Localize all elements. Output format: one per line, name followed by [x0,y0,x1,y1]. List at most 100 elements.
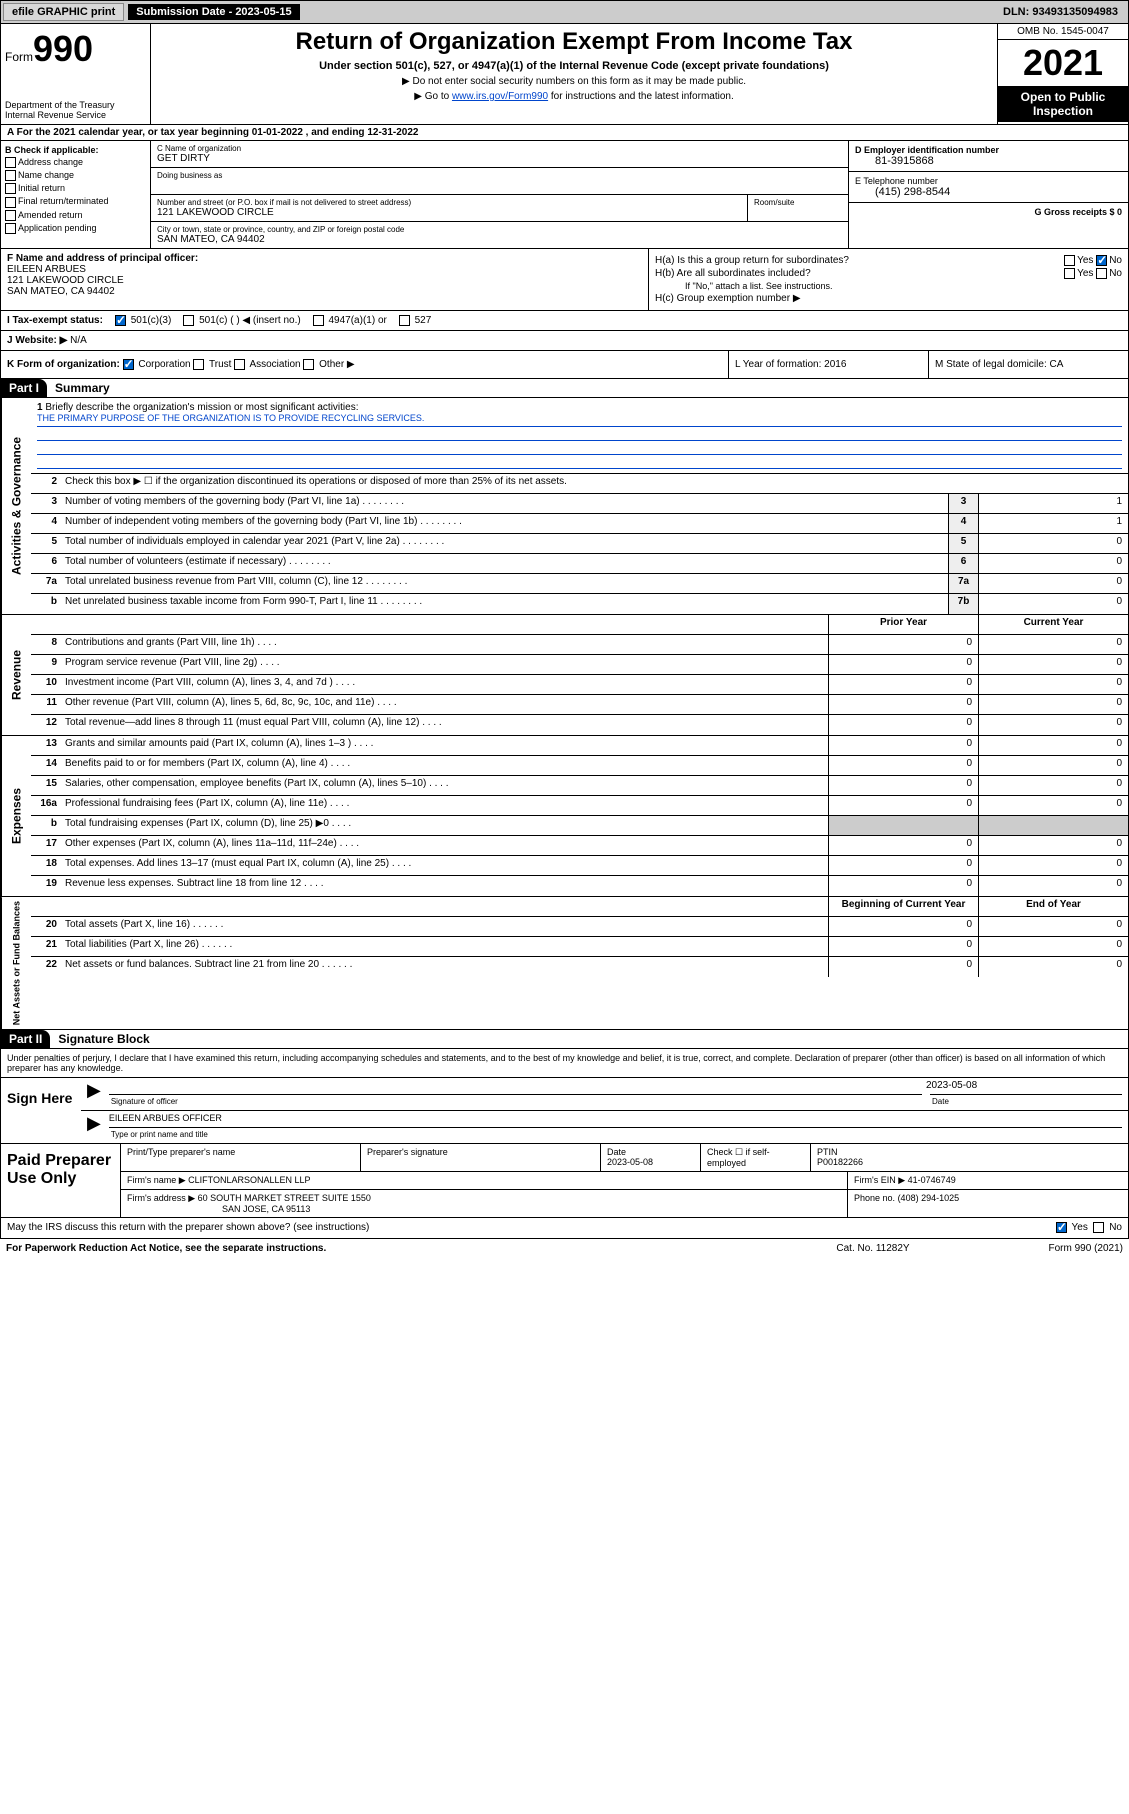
website-label: J Website: ▶ [7,335,67,346]
part2-badge: Part II [1,1030,50,1048]
section-l: L Year of formation: 2016 [728,351,928,378]
prep-name-header: Print/Type preparer's name [121,1144,361,1171]
table-row: 4Number of independent voting members of… [31,514,1128,534]
irs-discuss-yes[interactable]: Yes [1056,1222,1088,1233]
preparer-block: Paid Preparer Use Only Print/Type prepar… [0,1144,1129,1218]
officer-label: F Name and address of principal officer: [7,253,642,264]
arrow-icon: ▶ [83,1113,105,1141]
opt-other[interactable]: Other ▶ [303,359,354,370]
h-b-note: If "No," attach a list. See instructions… [655,281,1122,291]
side-revenue: Revenue [1,615,31,735]
table-row: 10Investment income (Part VIII, column (… [31,675,1128,695]
section-b-heading: B Check if applicable: [5,145,146,155]
section-j: J Website: ▶ N/A [0,331,1129,351]
col-prior: Prior Year [828,615,978,634]
officer-addr1: 121 LAKEWOOD CIRCLE [7,275,642,286]
suite-label: Room/suite [754,198,842,207]
table-row: 13Grants and similar amounts paid (Part … [31,736,1128,756]
form-note1: ▶ Do not enter social security numbers o… [155,76,993,87]
opt-trust[interactable]: Trust [193,359,231,370]
table-row: 20Total assets (Part X, line 16) . . . .… [31,917,1128,937]
table-row: 16aProfessional fundraising fees (Part I… [31,796,1128,816]
sig-officer-label: Signature of officer [109,1094,922,1108]
firm-addr-cell: Firm's address ▶ 60 SOUTH MARKET STREET … [121,1190,848,1217]
opt-corp[interactable]: Corporation [123,359,191,370]
opt-501c3[interactable]: 501(c)(3) [115,315,171,326]
signature-block: Sign Here ▶ Signature of officer 2023-05… [0,1078,1129,1144]
table-row: bTotal fundraising expenses (Part IX, co… [31,816,1128,836]
section-k-l-m: K Form of organization: Corporation Trus… [0,351,1129,379]
efile-button[interactable]: efile GRAPHIC print [3,3,124,21]
h-b-row: H(b) Are all subordinates included? Yes … [655,268,1122,279]
irs-discuss-q: May the IRS discuss this return with the… [7,1222,1056,1233]
irs-discuss-no[interactable]: No [1093,1222,1122,1233]
header-title-block: Return of Organization Exempt From Incom… [151,24,998,124]
table-row: 7aTotal unrelated business revenue from … [31,574,1128,594]
table-row: 18Total expenses. Add lines 13–17 (must … [31,856,1128,876]
h-c-row: H(c) Group exemption number ▶ [655,293,1122,304]
form-title: Return of Organization Exempt From Incom… [155,28,993,56]
section-m: M State of legal domicile: CA [928,351,1128,378]
table-row: 9Program service revenue (Part VIII, lin… [31,655,1128,675]
section-i: I Tax-exempt status: 501(c)(3) 501(c) ( … [0,311,1129,331]
submission-date-label: Submission Date - 2023-05-15 [128,4,299,20]
opt-4947[interactable]: 4947(a)(1) or [313,315,387,326]
part1-title: Summary [47,381,110,395]
side-governance: Activities & Governance [1,398,31,614]
perjury-text: Under penalties of perjury, I declare th… [0,1049,1129,1078]
city-label: City or town, state or province, country… [157,225,842,234]
check-final-return[interactable]: Final return/terminated [5,196,146,207]
street-address: 121 LAKEWOOD CIRCLE [157,207,741,218]
section-c: C Name of organization GET DIRTY Doing b… [151,141,848,248]
sign-here-label: Sign Here [1,1078,81,1143]
check-initial-return[interactable]: Initial return [5,183,146,194]
phone-value: (415) 298-8544 [855,186,1122,198]
table-row: 21Total liabilities (Part X, line 26) . … [31,937,1128,957]
page-footer: For Paperwork Reduction Act Notice, see … [0,1239,1129,1258]
q1-label: Briefly describe the organization's miss… [45,402,358,413]
h-a-row: H(a) Is this a group return for subordin… [655,255,1122,266]
header-left: Form990 Department of the Treasury Inter… [1,24,151,124]
footer-left: For Paperwork Reduction Act Notice, see … [6,1243,773,1254]
org-name: GET DIRTY [157,153,842,164]
revenue-table: Revenue Prior Year Current Year 8Contrib… [0,615,1129,736]
header-right: OMB No. 1545-0047 2021 Open to Public In… [998,24,1128,124]
table-row: 12Total revenue—add lines 8 through 11 (… [31,715,1128,735]
check-amended[interactable]: Amended return [5,210,146,221]
firm-name-cell: Firm's name ▶ CLIFTONLARSONALLEN LLP [121,1172,848,1189]
net-assets-table: Net Assets or Fund Balances Beginning of… [0,897,1129,1030]
opt-501c[interactable]: 501(c) ( ) ◀ (insert no.) [183,315,300,326]
opt-527[interactable]: 527 [399,315,431,326]
side-expenses: Expenses [1,736,31,896]
part1-badge: Part I [1,379,47,397]
dln-label: DLN: 93493135094983 [1003,6,1126,18]
opt-assoc[interactable]: Association [234,359,300,370]
check-address-change[interactable]: Address change [5,157,146,168]
check-application-pending[interactable]: Application pending [5,223,146,234]
irs-link[interactable]: www.irs.gov/Form990 [452,91,548,102]
mission-block: 1 Briefly describe the organization's mi… [31,398,1128,474]
website-value: N/A [70,335,87,346]
table-row: 14Benefits paid to or for members (Part … [31,756,1128,776]
firm-ein-cell: Firm's EIN ▶ 41-0746749 [848,1172,1128,1189]
date-label: Date [930,1094,1122,1108]
phone-label: E Telephone number [855,176,1122,186]
side-net: Net Assets or Fund Balances [1,897,31,1029]
note2-prefix: ▶ Go to [414,91,452,102]
part1-header-row: Part I Summary [0,379,1129,398]
form-subtitle: Under section 501(c), 527, or 4947(a)(1)… [155,60,993,72]
dba-label: Doing business as [157,171,842,180]
prep-ptin-cell: PTINP00182266 [811,1144,1128,1171]
sig-date: 2023-05-08 [926,1080,1126,1094]
org-name-label: C Name of organization [157,144,842,153]
q2-row: 2 Check this box ▶ ☐ if the organization… [31,474,1128,494]
expenses-table: Expenses 13Grants and similar amounts pa… [0,736,1129,897]
col-end: End of Year [978,897,1128,916]
officer-addr2: SAN MATEO, CA 94402 [7,286,642,297]
net-header: Beginning of Current Year End of Year [31,897,1128,917]
check-name-change[interactable]: Name change [5,170,146,181]
section-h: H(a) Is this a group return for subordin… [648,249,1128,310]
firm-phone-cell: Phone no. (408) 294-1025 [848,1190,1128,1217]
rev-header: Prior Year Current Year [31,615,1128,635]
irs-discuss-row: May the IRS discuss this return with the… [0,1218,1129,1238]
